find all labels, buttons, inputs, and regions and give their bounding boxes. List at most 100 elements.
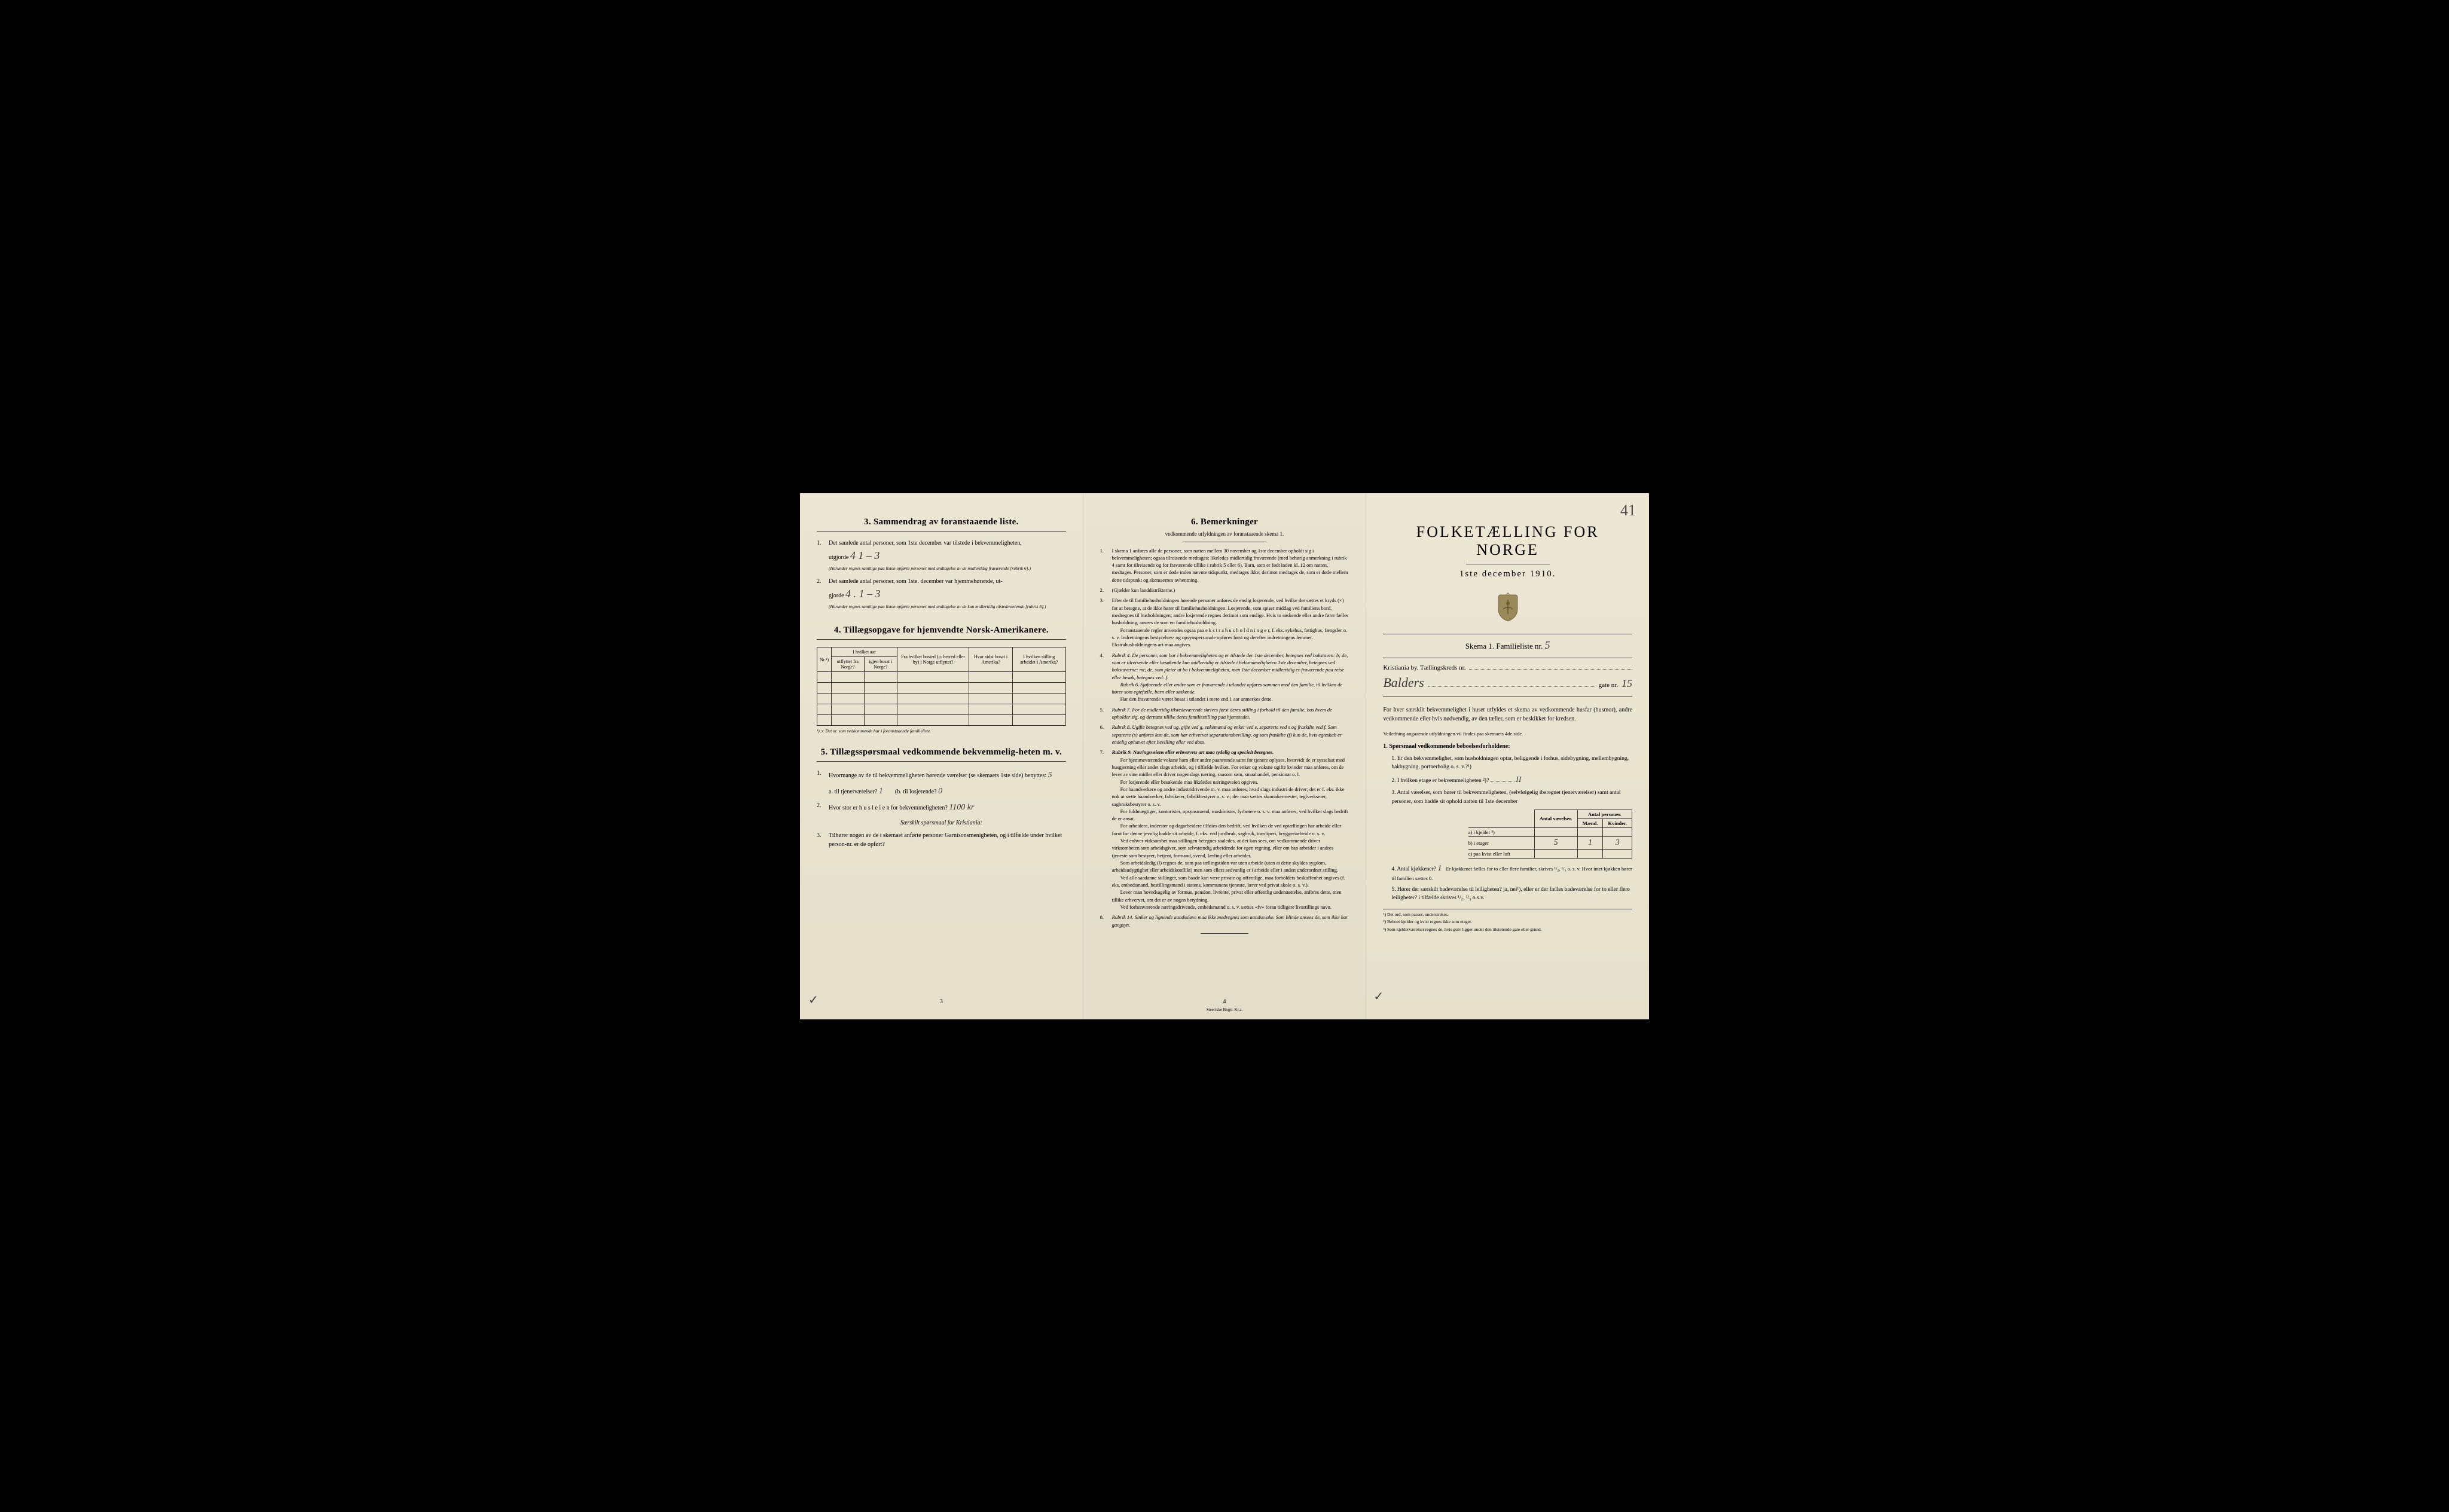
table-row: b) i etager 5 1 3 — [1468, 836, 1632, 849]
col-bosted: Fra hvilket bosted (ɔ: herred eller by) … — [897, 647, 969, 672]
bem-2: (Gjælder kun landdistrikterne.) — [1112, 587, 1349, 594]
col-nr: Nr.¹) — [817, 647, 832, 672]
s5-q2-val: 1100 kr — [949, 803, 974, 812]
table-row — [817, 704, 1066, 715]
col-utflyttet: utflyttet fra Norge? — [832, 657, 865, 672]
s3-q1: 1. Det samlede antal personer, som 1ste … — [817, 539, 1066, 572]
intro-note: Veiledning angaaende utfyldningen vil fi… — [1383, 730, 1632, 737]
corner-page-number: 41 — [1620, 502, 1636, 520]
col-aar-header: I hvilket aar — [832, 647, 897, 657]
col-stilling: I hvilken stilling arbeidet i Amerika? — [1012, 647, 1065, 672]
row-b-label: b) i etager — [1468, 836, 1535, 849]
census-title: FOLKETÆLLING FOR NORGE — [1383, 523, 1632, 559]
city-label: Kristiania by. Tællingskreds nr. — [1383, 664, 1465, 671]
bem-7c: For haandverkere og andre industridriven… — [1112, 786, 1345, 807]
row-b-k: 3 — [1616, 838, 1620, 847]
skema-value: 5 — [1545, 639, 1550, 651]
bem-3b: Foranstaaende regler anvendes ogsaa paa … — [1112, 627, 1347, 648]
s5-q1-text: Hvormange av de til bekvemmeligheten hør… — [829, 772, 1046, 779]
bem-7a: For hjemmeværende voksne barn eller andr… — [1112, 757, 1345, 778]
bem-4c: Har den fraværende været bosat i utlande… — [1112, 696, 1273, 702]
bem-8: Rubrik 14. Sinker og lignende aandssløve… — [1112, 914, 1349, 928]
checkmark-left: ✓ — [808, 992, 819, 1007]
col-igjen: igjen bosat i Norge? — [864, 657, 897, 672]
table-row — [817, 694, 1066, 704]
row-a-label: a) i kjelder ³) — [1468, 827, 1535, 836]
s5-q1a-val: 1 — [879, 787, 883, 796]
footnotes: ¹) Det ord, som passer, understrekes. ²)… — [1383, 909, 1632, 933]
intro-paragraph: For hver særskilt bekvemmelighet i huset… — [1383, 705, 1632, 724]
street-line: Balders gate nr. 15 — [1383, 675, 1632, 691]
right-q2-text: 2. I hvilken etage er bekvemmeligheten ²… — [1391, 778, 1489, 784]
bem-7b: For losjerende eller besøkende maa likel… — [1112, 779, 1259, 785]
right-q3: 3. Antal værelser, som hører til bekvemm… — [1383, 789, 1632, 806]
gate-label: gate nr. — [1599, 682, 1618, 689]
bem-7h: Ved alle saadanne stillinger, som baade … — [1112, 875, 1345, 888]
table-row: a) i kjelder ³) — [1468, 827, 1632, 836]
s3-q2-text: Det samlede antal personer, som 1ste. de… — [829, 578, 1003, 585]
s5-q1b: b. til losjerende? — [897, 789, 936, 795]
s3-q2-gjorde: gjorde — [829, 592, 844, 599]
bem-7e: For arbeidere, inderster og dagarbeidere… — [1112, 823, 1341, 836]
questions-header: 1. Spørsmaal vedkommende beboelsesforhol… — [1383, 742, 1632, 751]
footnote-2: ²) Beboet kjelder og kvist regnes ikke s… — [1383, 919, 1632, 925]
col-amerika: Hvor sidst bosat i Amerika? — [969, 647, 1013, 672]
s3-q2: 2. Det samlede antal personer, som 1ste.… — [817, 577, 1066, 610]
th-vaerelser: Antal værelser. — [1534, 810, 1577, 827]
room-count-table: Antal værelser. Antal personer. Mænd. Kv… — [1468, 810, 1632, 859]
row-c-label: c) paa kvist eller loft — [1468, 849, 1535, 858]
panel-page-3: 3. Sammendrag av foranstaaende liste. 1.… — [800, 493, 1083, 1019]
row-b-vaer: 5 — [1554, 838, 1558, 847]
street-name: Balders — [1383, 675, 1424, 691]
th-kvinder: Kvinder. — [1603, 818, 1632, 827]
right-q4-val: 1 — [1437, 864, 1442, 873]
printer-imprint: Steen'ske Bogtr. Kr.a. — [1083, 1007, 1366, 1012]
bem-5: Rubrik 7. For de midlertidig tilstedevær… — [1112, 706, 1349, 721]
s4-footnote: ¹) ɔ: Det nr. som vedkommende har i fora… — [817, 728, 1066, 734]
s3-q1-text: Det samlede antal personer, som 1ste dec… — [829, 540, 1022, 546]
s3-q2-note: (Herunder regnes samtlige paa listen opf… — [829, 604, 1066, 610]
skema-header: Skema 1. Familieliste nr. 5 — [1383, 634, 1632, 652]
right-q1: 1. Er den bekvemmelighet, som husholdnin… — [1383, 755, 1632, 772]
page-number-3: 3 — [800, 998, 1083, 1005]
footnote-1: ¹) Det ord, som passer, understrekes. — [1383, 912, 1632, 918]
s5-q1: 1. Hvormange av de til bekvemmeligheten … — [817, 769, 1066, 798]
bem-7i: Lever man hovedsagelig av formue, pensio… — [1112, 889, 1342, 902]
s5-q1-value: 5 — [1048, 771, 1052, 780]
table-row — [817, 715, 1066, 726]
s5-q2-text: Hvor stor er h u s l e i e n for bekvemm… — [829, 805, 948, 811]
row-b-m: 1 — [1588, 838, 1592, 847]
section-5-title: 5. Tillægsspørsmaal vedkommende bekvemme… — [817, 747, 1066, 757]
panel-page-4: 6. Bemerkninger vedkommende utfyldningen… — [1083, 493, 1367, 1019]
section-6-title: 6. Bemerkninger — [1100, 517, 1349, 527]
section-6-subtitle: vedkommende utfyldningen av foranstaaend… — [1100, 531, 1349, 537]
section-4-title: 4. Tillægsopgave for hjemvendte Norsk-Am… — [817, 625, 1066, 636]
bem-7g: Som arbeidsledig (l) regnes de, som paa … — [1112, 860, 1338, 873]
gate-number: 15 — [1622, 677, 1632, 690]
skema-label: Skema 1. Familieliste nr. — [1465, 642, 1543, 650]
table-row: c) paa kvist eller loft — [1468, 849, 1632, 858]
s5-special-header: Særskilt spørsmaal for Kristiania: — [817, 818, 1066, 827]
emigrant-table: Nr.¹) I hvilket aar Fra hvilket bosted (… — [817, 647, 1066, 726]
right-q4-text: 4. Antal kjøkkener? — [1391, 866, 1436, 872]
bem-4: Rubrik 4. De personer, som bor i bekvemm… — [1112, 652, 1348, 680]
bem-7f: Ved enhver virksomhet maa stillingen bet… — [1112, 838, 1333, 859]
bem-6: Rubrik 8. Ugifte betegnes ved ug, gifte … — [1112, 723, 1349, 746]
s5-q2: 2. Hvor stor er h u s l e i e n for bekv… — [817, 801, 1066, 814]
table-row — [817, 683, 1066, 694]
panel-page-1: 41 FOLKETÆLLING FOR NORGE 1ste december … — [1366, 493, 1649, 1019]
checkmark-right: ✓ — [1373, 989, 1384, 1004]
census-document: 3. Sammendrag av foranstaaende liste. 1.… — [800, 493, 1649, 1019]
right-q4: 4. Antal kjøkkener? 1 Er kjøkkenet fælle… — [1383, 862, 1632, 883]
bem-7d: For fuldmægtiger, kontorister, opsynsmæn… — [1112, 808, 1348, 821]
section-3-title: 3. Sammendrag av foranstaaende liste. — [817, 517, 1066, 527]
s5-q1b-val: 0 — [938, 787, 942, 796]
s3-q1-value: 4 1 – 3 — [850, 549, 880, 561]
bem-1: I skema 1 anføres alle de personer, som … — [1112, 547, 1349, 584]
s5-q3-text: Tilhører nogen av de i skemaet anførte p… — [829, 831, 1066, 849]
bem-4b: Rubrik 6. Sjøfarende eller andre som er … — [1112, 682, 1343, 695]
page-number-4: 4 — [1083, 998, 1366, 1005]
right-q5: 5. Hører der særskilt badeværelse til le… — [1383, 885, 1632, 903]
right-q2-val: II — [1516, 775, 1521, 784]
s3-q1-note: (Herunder regnes samtlige paa listen opf… — [829, 566, 1066, 572]
